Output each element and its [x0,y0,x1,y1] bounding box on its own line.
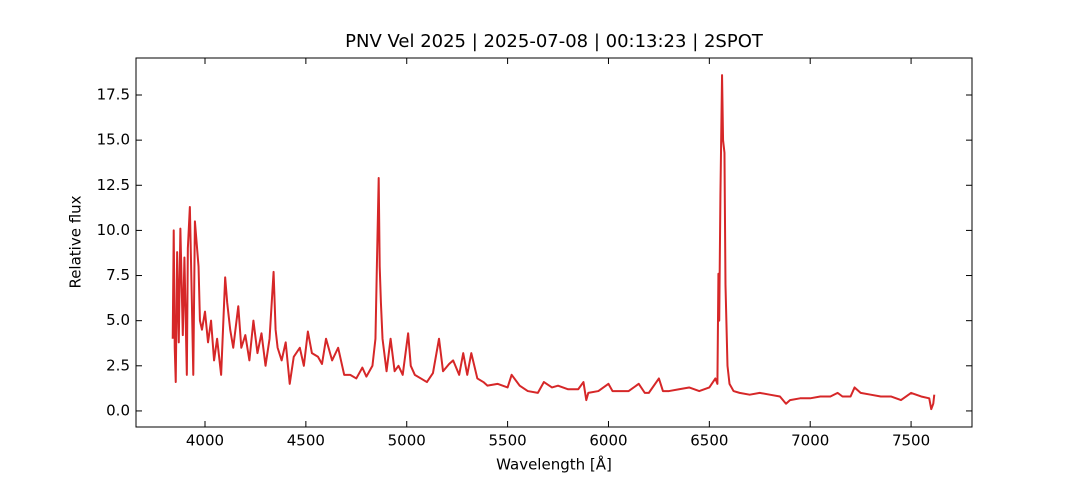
y-tick-label: 17.5 [97,86,130,104]
y-tick-label: 10.0 [97,221,130,239]
y-tick-label: 5.0 [106,311,130,329]
plot-frame [135,57,973,428]
x-tick-label: 6500 [690,432,728,450]
x-tick-label: 6000 [589,432,627,450]
x-tick-label: 4500 [287,432,325,450]
x-axis-label: Wavelength [Å] [496,455,612,474]
x-tick-label: 7000 [791,432,829,450]
x-tick-label: 7500 [892,432,930,450]
spectrum-line [171,74,936,411]
x-tick-label: 4000 [186,432,224,450]
y-tick-label: 7.5 [106,266,130,284]
y-axis-label: Relative flux [67,195,85,288]
y-tick-label: 2.5 [106,356,130,374]
chart-title: PNV Vel 2025 | 2025-07-08 | 00:13:23 | 2… [345,31,764,52]
x-tick-label: 5000 [388,432,426,450]
y-tick-label: 12.5 [97,176,130,194]
x-tick-label: 5500 [489,432,527,450]
y-tick-label: 15.0 [97,131,130,149]
y-tick-label: 0.0 [106,401,130,419]
